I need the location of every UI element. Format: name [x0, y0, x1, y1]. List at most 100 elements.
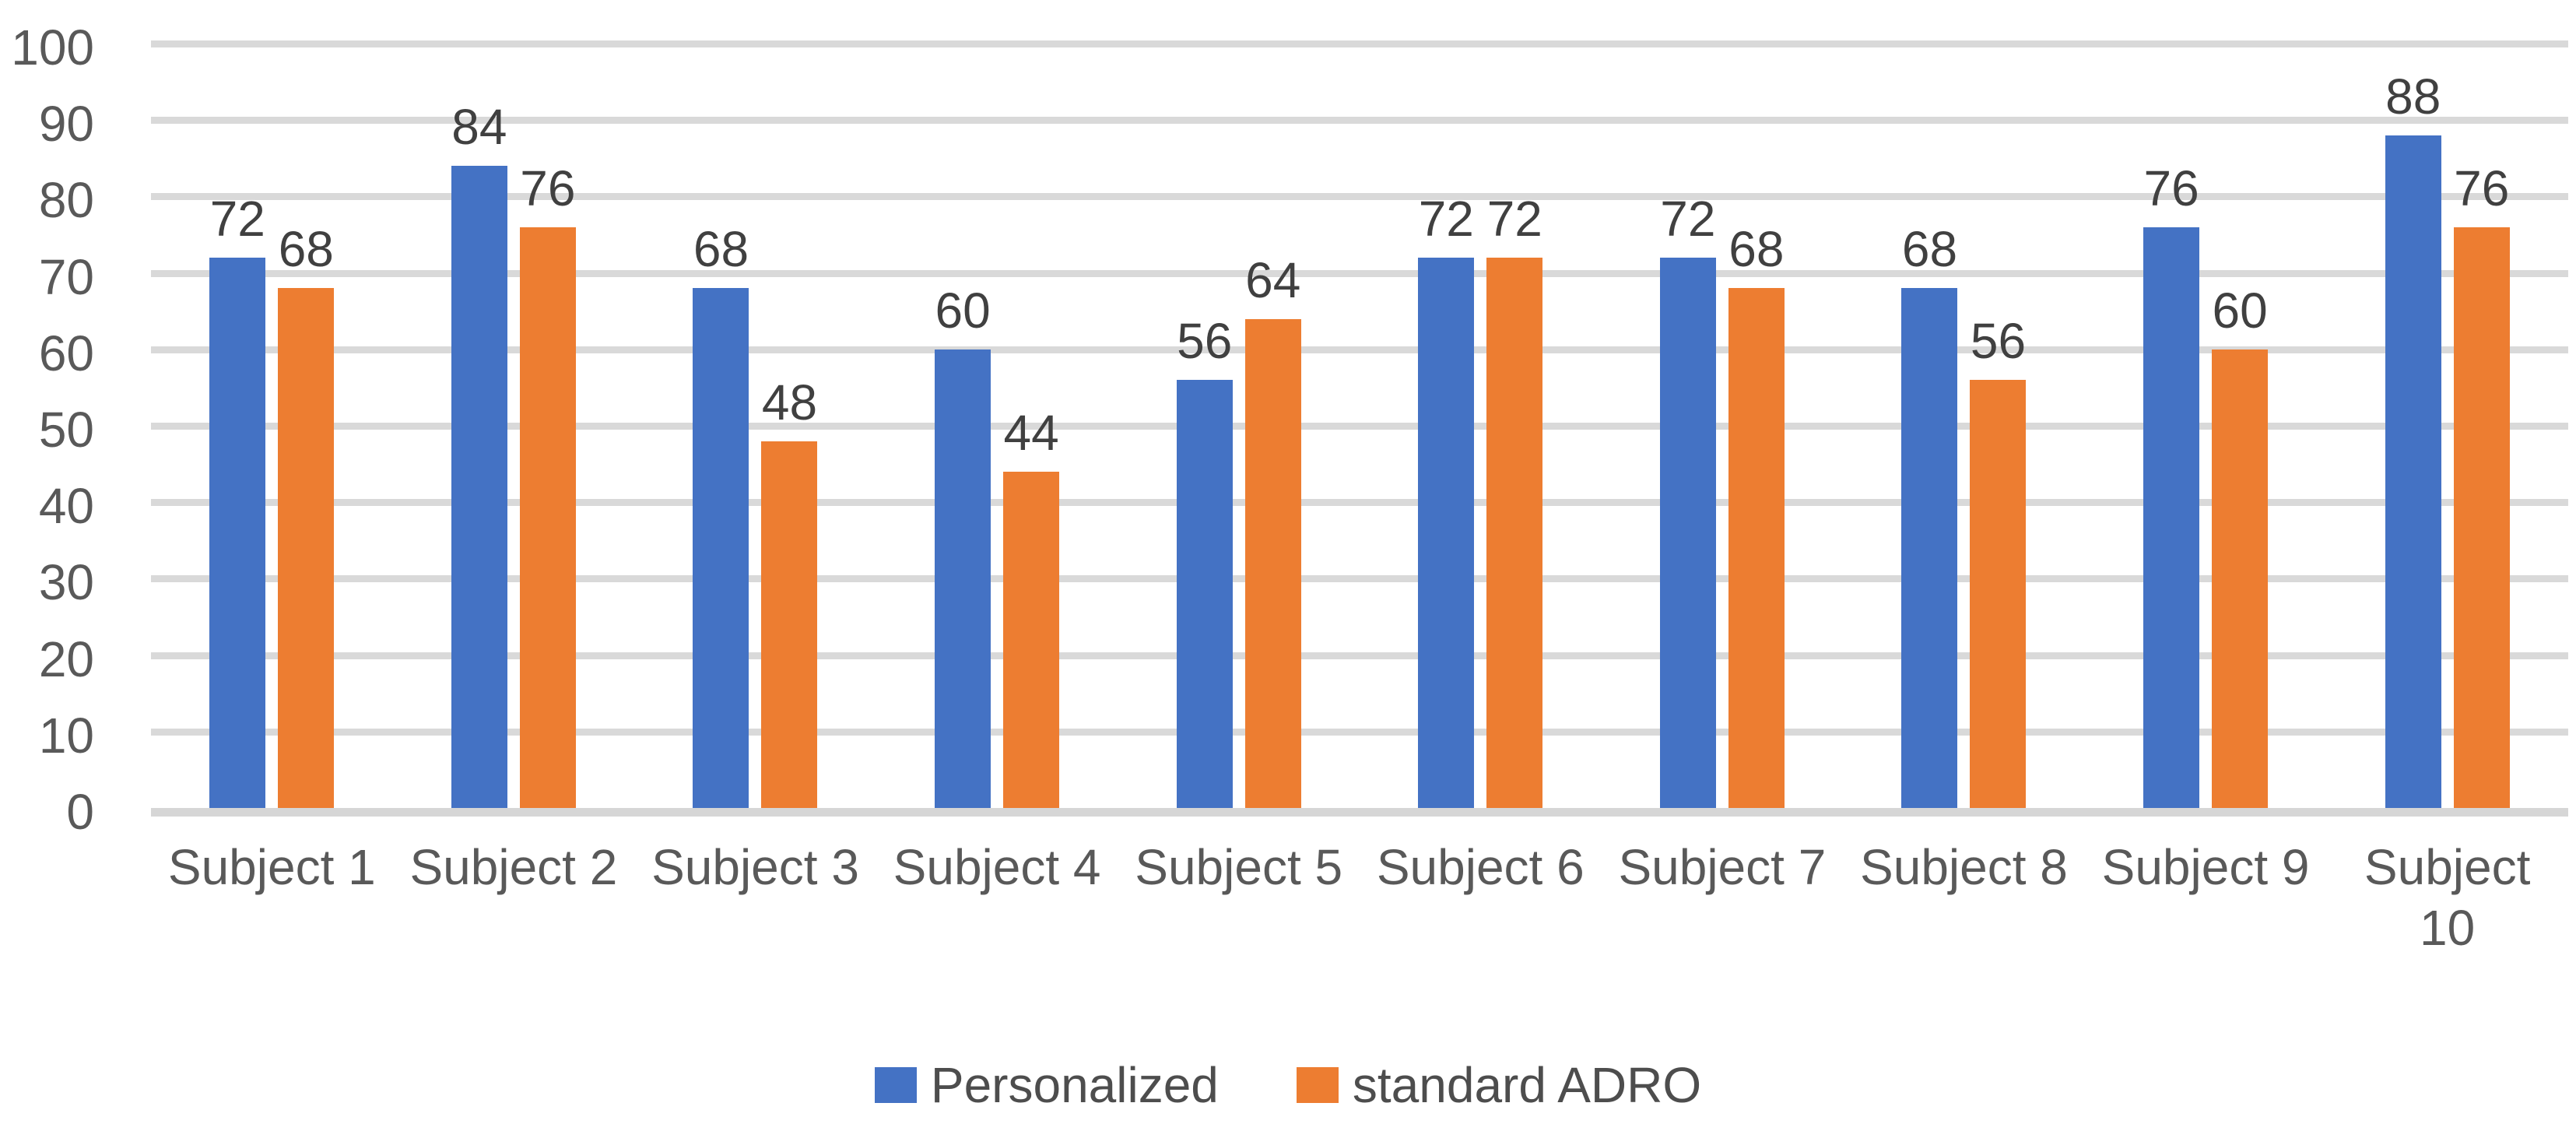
- bar-standard-adro-subject-1: [278, 288, 335, 808]
- bar-group-subject-9: 76 60: [2085, 44, 2327, 808]
- data-label-personalized-subject-10: 88: [2385, 68, 2441, 125]
- x-axis-label-subject-6: Subject 6: [1376, 839, 1585, 895]
- bar-slot: 68: [1728, 44, 1785, 808]
- bar-standard-adro-subject-8: [1970, 380, 2027, 808]
- plot-area: 72 68 84 76 68 48 60 44 56 64 72 72 72 68 68 56 76 60 88 76: [151, 40, 2568, 817]
- y-tick-label-60: 60: [38, 325, 94, 381]
- bar-standard-adro-subject-2: [519, 227, 576, 808]
- data-label-personalized-subject-5: 56: [1177, 313, 1233, 370]
- y-tick-label-100: 100: [11, 19, 94, 76]
- y-tick-label-50: 50: [38, 402, 94, 458]
- legend-swatch-standard-adro: [1296, 1067, 1339, 1103]
- x-axis-label-subject-1: Subject 1: [167, 839, 376, 895]
- bar-group-subject-2: 84 76: [393, 44, 635, 808]
- bar-group-subject-10: 88 76: [2326, 44, 2568, 808]
- bar-group-subject-1: 72 68: [151, 44, 393, 808]
- data-label-standard-adro-subject-10: 76: [2454, 160, 2510, 216]
- data-label-standard-adro-subject-1: 68: [278, 221, 334, 278]
- data-label-personalized-subject-8: 68: [1901, 221, 1958, 278]
- data-label-standard-adro-subject-7: 68: [1728, 221, 1785, 278]
- bar-personalized-subject-1: [209, 257, 266, 808]
- gridline-90: [151, 117, 2568, 125]
- y-tick-label-30: 30: [38, 554, 94, 611]
- gridline-100: [151, 40, 2568, 47]
- bar-personalized-subject-10: [2385, 135, 2441, 808]
- y-axis: 0 10 20 30 40 50 60 70 80 90 100: [0, 23, 94, 837]
- bar-slot: 60: [2212, 44, 2269, 808]
- bar-personalized-subject-4: [935, 349, 991, 808]
- data-label-personalized-subject-6: 72: [1418, 190, 1474, 247]
- x-cell: Subject 6: [1360, 837, 1602, 958]
- bar-group-subject-7: 72 68: [1602, 44, 1844, 808]
- bar-slot: 56: [1970, 44, 2027, 808]
- data-label-personalized-subject-9: 76: [2143, 160, 2199, 216]
- bar-slot: 76: [2453, 44, 2510, 808]
- legend-item-personalized: Personalized: [874, 1057, 1219, 1113]
- gridline-70: [151, 269, 2568, 277]
- y-tick-label-40: 40: [38, 478, 94, 535]
- data-label-personalized-subject-4: 60: [935, 282, 991, 339]
- legend: Personalized standard ADRO: [0, 1060, 2576, 1110]
- bar-personalized-subject-6: [1418, 257, 1475, 808]
- bar-slot: 60: [935, 44, 991, 808]
- x-axis-label-subject-8: Subject 8: [1860, 839, 2068, 895]
- gridline-50: [151, 423, 2568, 430]
- x-axis: Subject 1 Subject 2 Subject 3 Subject 4 Subj…: [151, 837, 2568, 958]
- bar-group-subject-6: 72 72: [1360, 44, 1602, 808]
- bar-personalized-subject-5: [1176, 380, 1233, 808]
- gridline-60: [151, 346, 2568, 353]
- data-label-standard-adro-subject-3: 48: [761, 374, 818, 430]
- gridline-10: [151, 728, 2568, 736]
- bar-slot: 68: [693, 44, 749, 808]
- bar-personalized-subject-9: [2143, 227, 2200, 808]
- x-cell: Subject 2: [393, 837, 635, 958]
- x-axis-line: [151, 808, 2568, 817]
- data-label-standard-adro-subject-4: 44: [1003, 404, 1059, 461]
- bar-personalized-subject-2: [451, 166, 507, 808]
- bar-group-subject-3: 68 48: [634, 44, 876, 808]
- y-tick-label-10: 10: [38, 707, 94, 764]
- data-label-standard-adro-subject-5: 64: [1245, 251, 1301, 308]
- data-label-standard-adro-subject-9: 60: [2212, 282, 2268, 339]
- data-label-standard-adro-subject-8: 56: [1970, 313, 2027, 370]
- x-cell: Subject 10: [2326, 837, 2568, 958]
- x-cell: Subject 1: [151, 837, 393, 958]
- x-cell: Subject 9: [2085, 837, 2327, 958]
- data-label-personalized-subject-7: 72: [1660, 190, 1716, 247]
- legend-item-standard-adro: standard ADRO: [1296, 1057, 1702, 1113]
- bar-slot: 44: [1003, 44, 1060, 808]
- bar-slot: 56: [1176, 44, 1233, 808]
- bar-personalized-subject-7: [1659, 257, 1716, 808]
- bar-standard-adro-subject-5: [1244, 318, 1301, 808]
- bar-slot: 76: [519, 44, 576, 808]
- y-tick-label-0: 0: [66, 784, 94, 840]
- bar-group-subject-4: 60 44: [876, 44, 1118, 808]
- x-cell: Subject 4: [876, 837, 1118, 958]
- bar-standard-adro-subject-4: [1003, 471, 1060, 808]
- y-tick-label-20: 20: [38, 630, 94, 687]
- data-label-personalized-subject-2: 84: [451, 99, 507, 156]
- bar-slot: 68: [1901, 44, 1958, 808]
- legend-swatch-personalized: [874, 1067, 917, 1103]
- bar-standard-adro-subject-6: [1486, 257, 1543, 808]
- x-axis-label-subject-5: Subject 5: [1135, 839, 1343, 895]
- bar-slot: 48: [761, 44, 818, 808]
- bar-slot: 72: [209, 44, 266, 808]
- bar-slot: 64: [1244, 44, 1301, 808]
- y-tick-label-80: 80: [38, 172, 94, 229]
- gridline-40: [151, 499, 2568, 507]
- legend-label-personalized: Personalized: [930, 1057, 1219, 1113]
- bar-slot: 88: [2385, 44, 2441, 808]
- x-axis-label-subject-9: Subject 9: [2101, 839, 2310, 895]
- legend-label-standard-adro: standard ADRO: [1352, 1057, 1702, 1113]
- bar-slot: 72: [1418, 44, 1475, 808]
- bar-slot: 72: [1486, 44, 1543, 808]
- data-label-personalized-subject-1: 72: [209, 190, 265, 247]
- bar-slot: 72: [1659, 44, 1716, 808]
- x-axis-label-subject-10: Subject 10: [2364, 839, 2531, 956]
- data-label-standard-adro-subject-2: 76: [520, 160, 576, 216]
- data-label-standard-adro-subject-6: 72: [1486, 190, 1542, 247]
- gridline-30: [151, 575, 2568, 583]
- x-cell: Subject 8: [1843, 837, 2085, 958]
- x-axis-label-subject-7: Subject 7: [1618, 839, 1827, 895]
